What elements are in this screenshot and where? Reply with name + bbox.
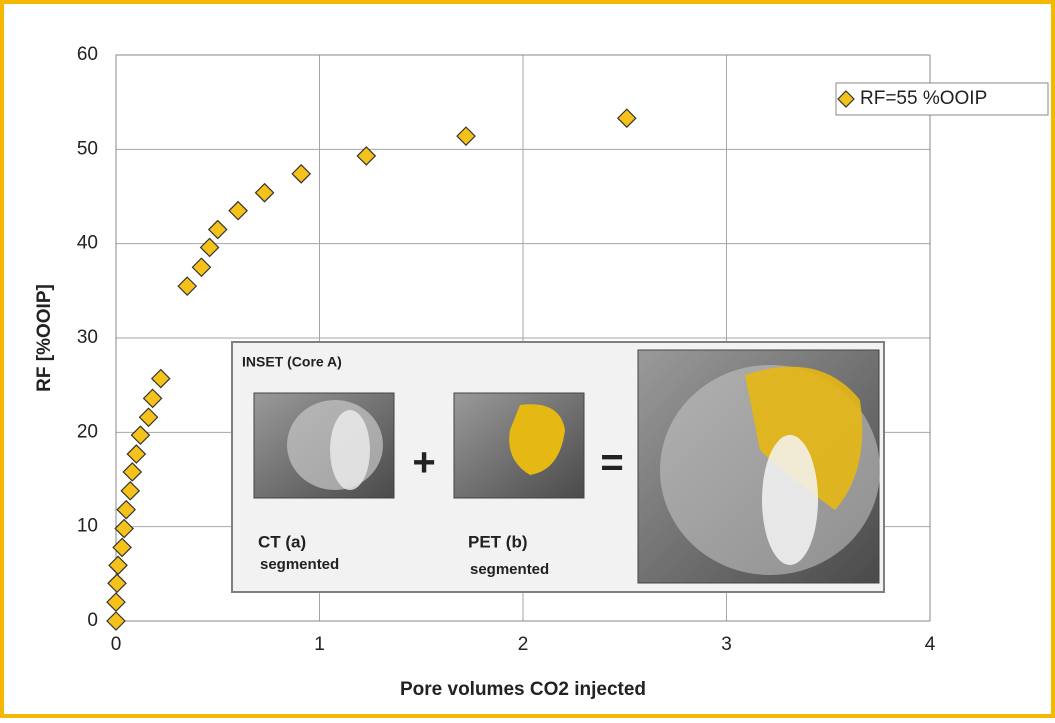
operator: = xyxy=(600,441,623,485)
combined-pores xyxy=(762,435,818,565)
point xyxy=(209,221,227,239)
panel-sublabel: segmented xyxy=(260,556,339,573)
x-tick-label: 4 xyxy=(925,634,936,655)
point xyxy=(131,426,149,444)
point xyxy=(108,574,126,592)
point xyxy=(109,556,127,574)
inset: INSET (Core A) CT (a) segmented PET (b) segm… xyxy=(232,342,884,592)
point xyxy=(457,127,475,145)
chart: INSET (Core A) CT (a) segmented PET (b) segm… xyxy=(0,0,1055,718)
inset-title: INSET (Core A) xyxy=(242,354,342,370)
x-tick-label: 2 xyxy=(518,634,529,655)
y-tick-label: 60 xyxy=(77,44,98,65)
point xyxy=(121,482,139,500)
point xyxy=(123,463,141,481)
point xyxy=(201,238,219,256)
point xyxy=(618,109,636,127)
y-axis-title: RF [%OOIP] xyxy=(34,284,55,392)
point xyxy=(152,370,170,388)
legend-label: RF=55 %OOIP xyxy=(860,88,987,109)
y-tick-label: 40 xyxy=(77,233,98,254)
x-tick-label: 3 xyxy=(721,634,732,655)
point xyxy=(107,593,125,611)
ct-pores xyxy=(330,410,370,490)
point xyxy=(127,445,145,463)
point xyxy=(115,520,133,538)
point xyxy=(192,258,210,276)
point xyxy=(178,277,196,295)
x-tick-label: 1 xyxy=(314,634,325,655)
y-tick-label: 30 xyxy=(77,327,98,348)
point xyxy=(144,389,162,407)
panel-sublabel: segmented xyxy=(470,561,549,578)
x-axis-title: Pore volumes CO2 injected xyxy=(400,679,646,700)
point xyxy=(140,408,158,426)
point xyxy=(292,165,310,183)
x-tick-label: 0 xyxy=(111,634,122,655)
point xyxy=(107,612,125,630)
operator: + xyxy=(412,441,435,485)
point xyxy=(256,184,274,202)
panel-label: PET (b) xyxy=(468,532,528,551)
point xyxy=(229,202,247,220)
y-tick-label: 50 xyxy=(77,138,98,159)
y-tick-label: 10 xyxy=(77,516,98,537)
point xyxy=(117,501,135,519)
y-tick-label: 0 xyxy=(87,610,98,631)
panel-label: CT (a) xyxy=(258,532,306,551)
y-tick-label: 20 xyxy=(77,421,98,442)
